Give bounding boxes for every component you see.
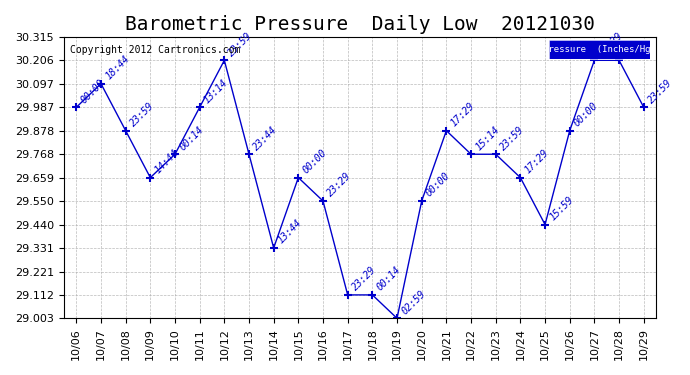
Text: 18:44: 18:44 — [104, 54, 131, 81]
Text: 23:59: 23:59 — [227, 30, 255, 58]
Text: 02:59: 02:59 — [400, 288, 427, 316]
Text: 14:44: 14:44 — [152, 147, 181, 176]
Text: 13:14: 13:14 — [202, 77, 230, 105]
Text: 15: 15 — [622, 43, 637, 58]
Text: 00:14: 00:14 — [177, 124, 206, 152]
Text: 00:00: 00:00 — [424, 171, 452, 199]
Text: 23:29: 23:29 — [326, 171, 353, 199]
Text: 13:44: 13:44 — [276, 218, 304, 246]
Text: 15:59: 15:59 — [548, 195, 575, 222]
Text: 16:29: 16:29 — [597, 30, 624, 58]
Text: 23:59: 23:59 — [647, 77, 674, 105]
Text: 17:29: 17:29 — [523, 147, 551, 176]
Text: 23:29: 23:29 — [350, 265, 378, 292]
Text: 00:14: 00:14 — [375, 265, 403, 292]
Text: 00:00: 00:00 — [301, 147, 328, 176]
Text: Copyright 2012 Cartronics.com: Copyright 2012 Cartronics.com — [70, 45, 240, 56]
Text: 15:14: 15:14 — [473, 124, 502, 152]
Text: 23:44: 23:44 — [251, 124, 279, 152]
Text: 00:00: 00:00 — [79, 77, 107, 105]
Text: 23:59: 23:59 — [128, 100, 156, 128]
Title: Barometric Pressure  Daily Low  20121030: Barometric Pressure Daily Low 20121030 — [125, 15, 595, 34]
Text: 17:29: 17:29 — [448, 100, 477, 128]
Text: 23:59: 23:59 — [498, 124, 526, 152]
Text: 00:00: 00:00 — [572, 100, 600, 128]
